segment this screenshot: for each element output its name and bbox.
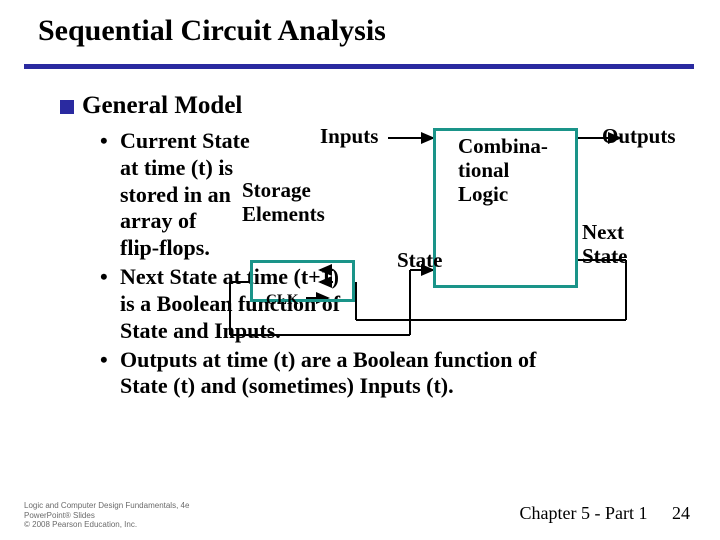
bullet-text: flip-flops. — [120, 235, 210, 260]
diagram-label-clk: CLK — [266, 292, 299, 309]
footer-copyright: Logic and Computer Design Fundamentals, … — [24, 501, 189, 530]
bullet-text: at time (t) is — [120, 155, 233, 180]
bullet-dot-icon: • — [100, 347, 108, 374]
slide-title: Sequential Circuit Analysis — [38, 14, 386, 48]
footer-chapter: Chapter 5 - Part 1 — [520, 503, 648, 523]
footer-page-number: 24 — [672, 503, 690, 523]
section-bullet-icon — [60, 100, 74, 114]
footer-page: Chapter 5 - Part 1 24 — [520, 503, 690, 524]
diagram-label-combinational: Combina- tional Logic — [458, 134, 548, 206]
diagram: InputsOutputsCombina- tional LogicStorag… — [270, 120, 690, 320]
slide: Sequential Circuit Analysis General Mode… — [0, 0, 720, 540]
bullet-dot-icon: • — [100, 128, 108, 155]
section-heading: General Model — [82, 92, 242, 120]
diagram-label-outputs: Outputs — [602, 124, 676, 148]
bullet-text: State (t) and (sometimes) Inputs (t). — [120, 373, 454, 398]
bullet-text: array of — [120, 208, 196, 233]
diagram-label-inputs: Inputs — [320, 124, 378, 148]
footer-line: Logic and Computer Design Fundamentals, … — [24, 501, 189, 511]
diagram-label-storage: Storage Elements — [242, 178, 325, 226]
diagram-label-state: State — [397, 248, 443, 272]
footer-line: © 2008 Pearson Education, Inc. — [24, 520, 189, 530]
bullet-dot-icon: • — [100, 264, 108, 291]
footer-line: PowerPoint® Slides — [24, 511, 189, 521]
bullet-text: stored in an — [120, 182, 231, 207]
diagram-label-nextState: Next State — [582, 220, 628, 268]
title-rule — [24, 64, 694, 69]
